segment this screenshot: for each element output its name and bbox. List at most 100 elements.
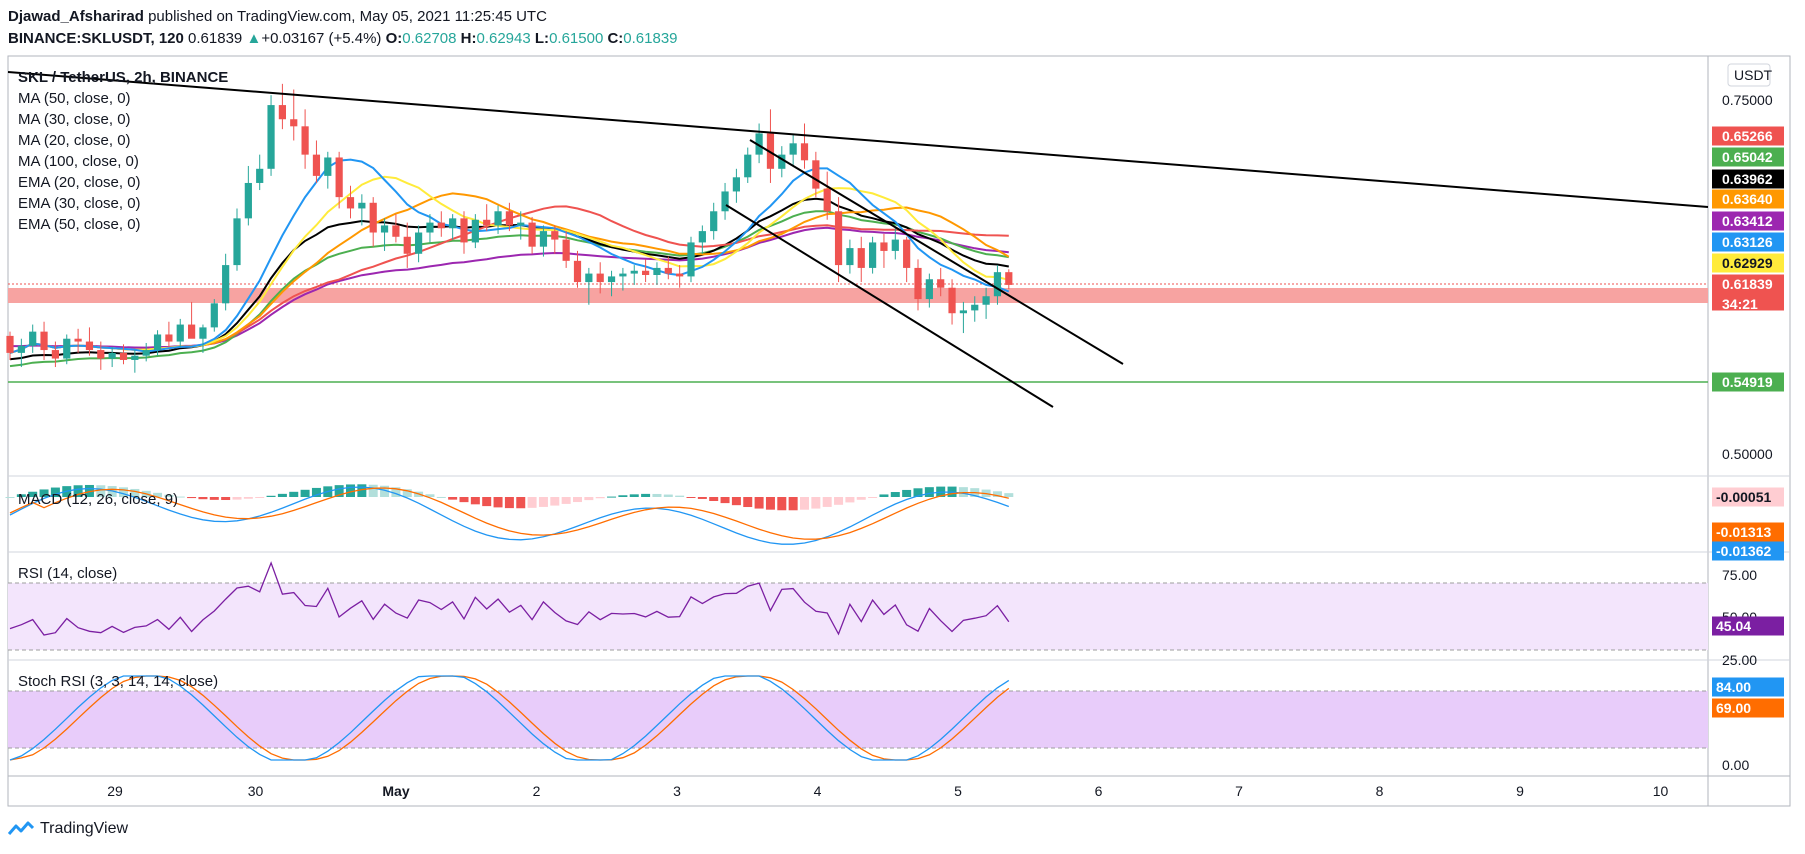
- candle-body: [630, 270, 638, 274]
- candle-body: [494, 211, 502, 226]
- candle-body: [619, 273, 627, 277]
- price-pane[interactable]: SKL / TetherUS, 2h, BINANCE MA (50, clos…: [6, 69, 1709, 408]
- candle-body: [812, 160, 820, 189]
- macd-histogram-bar: [800, 497, 809, 510]
- x-tick-4: 4: [814, 783, 822, 799]
- x-tick-May: May: [382, 783, 409, 799]
- candle-body: [891, 239, 899, 251]
- macd-histogram-bar: [618, 495, 628, 497]
- open-label: O:: [385, 30, 403, 47]
- candle-body: [732, 177, 740, 192]
- indicator-legend-item: MA (100, close, 0): [18, 153, 139, 170]
- macd-histogram-bar: [277, 493, 287, 497]
- price-badge: [1712, 169, 1784, 189]
- candle-body: [85, 341, 94, 351]
- price-badge-text: 0.63962: [1722, 171, 1773, 187]
- price-badge: [1712, 274, 1784, 311]
- macd-histogram-bar: [709, 497, 719, 501]
- candle-body: [903, 239, 911, 268]
- macd-histogram-bar: [380, 485, 390, 497]
- x-tick-29: 29: [107, 783, 123, 799]
- candle-body: [210, 303, 218, 328]
- currency-badge[interactable]: [1727, 63, 1771, 87]
- macd-histogram-bar: [573, 497, 582, 503]
- macd-histogram-bar: [879, 494, 889, 497]
- macd-histogram-bar: [913, 488, 923, 497]
- candle-body: [914, 267, 922, 300]
- macd-histogram-bar: [255, 497, 265, 498]
- macd-histogram-bar: [493, 497, 503, 508]
- macd-histogram-bar: [5, 497, 15, 498]
- macd-histogram-bar: [720, 497, 730, 504]
- macd-histogram-bar: [868, 497, 878, 498]
- rsi-value-text: 45.04: [1716, 618, 1751, 634]
- stoch-d-value-badge: [1712, 698, 1784, 718]
- trendline-channel-lower[interactable]: [725, 204, 1054, 408]
- macd-histogram-bar: [198, 497, 208, 500]
- ema-30-line: [9, 210, 1009, 368]
- candle-body: [823, 188, 831, 212]
- price-axis[interactable]: USDT 0.75000 0.50000 0.65266 0.65042 0.639…: [1712, 63, 1784, 773]
- change-arrow-icon: ▲: [246, 30, 262, 47]
- macd-histogram-bar: [50, 487, 60, 497]
- macd-histogram-bar: [811, 497, 821, 509]
- macd-histogram-bar: [1004, 493, 1014, 497]
- macd-histogram-bar: [209, 497, 219, 500]
- macd-histogram-bar: [482, 497, 492, 507]
- rsi-pane[interactable]: RSI (14, close): [8, 561, 1708, 651]
- macd-histogram-bar: [538, 497, 548, 507]
- price-labels: 0.65266 0.65042 0.63962 0.63640 0.63412 0.631…: [1712, 126, 1784, 392]
- price-badge: [1712, 147, 1784, 167]
- brand-name[interactable]: TradingView: [40, 820, 129, 837]
- candle-body: [642, 270, 650, 275]
- candle-body: [119, 352, 128, 360]
- high-label: H:: [460, 30, 477, 47]
- time-axis[interactable]: 29 30 May 2 3 4 5 6 7 8 9 10: [107, 783, 1668, 799]
- macd-pane[interactable]: MACD (12, 26, close, 9): [5, 484, 1014, 545]
- macd-line: [9, 486, 1010, 545]
- candle-body: [483, 219, 491, 226]
- macd-histogram-bar: [595, 497, 605, 499]
- candle-body: [573, 260, 582, 283]
- candle-body: [460, 218, 468, 243]
- candle-body: [880, 242, 888, 251]
- candle-body: [778, 154, 786, 169]
- candle-body: [256, 168, 264, 183]
- candle-body: [131, 355, 139, 360]
- candle-body: [664, 267, 672, 274]
- indicator-legend-item: MA (30, close, 0): [18, 111, 131, 128]
- candle-body: [244, 182, 252, 219]
- candle-body: [108, 352, 116, 359]
- macd-histogram-bar: [232, 497, 242, 500]
- rsi-tick: 25.00: [1722, 652, 1757, 668]
- indicator-legend: MA (50, close, 0) MA (30, close, 0) MA (20…: [18, 90, 141, 233]
- tradingview-logo-icon[interactable]: [8, 820, 34, 838]
- candle-body: [857, 248, 865, 268]
- candle-body: [505, 211, 513, 226]
- close-value: 0.61839: [623, 30, 678, 47]
- x-tick-30: 30: [248, 783, 264, 799]
- macd-histogram-bar: [834, 497, 844, 505]
- macd-histogram-bar: [334, 485, 344, 497]
- author-name[interactable]: Djawad_Afsharirad: [8, 8, 144, 25]
- macd-histogram-bar: [402, 489, 412, 497]
- trendline-channel-upper[interactable]: [749, 139, 1124, 365]
- countdown-label: 34:21: [1722, 296, 1758, 312]
- price-badge-text: 0.63412: [1722, 213, 1773, 229]
- candle-body: [982, 296, 990, 305]
- x-tick-10: 10: [1653, 783, 1669, 799]
- macd-histogram-value-text: -0.00051: [1716, 489, 1771, 505]
- macd-histogram-bar: [822, 497, 832, 507]
- candle-body: [959, 310, 967, 314]
- candle-body: [74, 338, 82, 342]
- trendline-long[interactable]: [7, 71, 1709, 208]
- stoch-rsi-pane[interactable]: Stoch RSI (3, 3, 14, 14, close): [8, 673, 1708, 761]
- candle-body: [142, 350, 150, 356]
- x-tick-7: 7: [1235, 783, 1243, 799]
- candle-body: [925, 279, 933, 300]
- price-badge: [1712, 253, 1784, 273]
- macd-histogram-bar: [504, 497, 514, 509]
- stoch-k-line: [9, 675, 1010, 761]
- candle-body: [744, 154, 752, 178]
